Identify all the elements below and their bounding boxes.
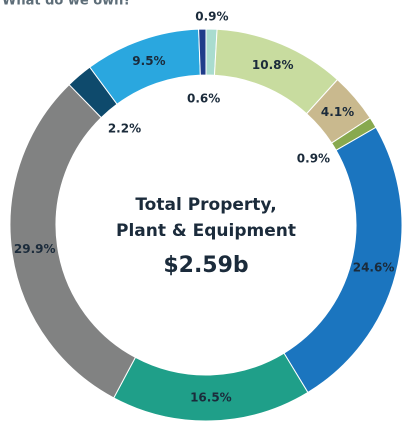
donut-segment	[113, 352, 309, 421]
data-label: 10.8%	[252, 58, 294, 72]
donut-segment	[198, 28, 207, 76]
data-label: 9.5%	[132, 54, 165, 68]
data-label: 4.1%	[321, 105, 354, 119]
data-label: 0.9%	[195, 10, 228, 24]
data-label: 2.2%	[108, 121, 141, 135]
data-label: 24.6%	[353, 261, 395, 275]
center-line: Plant & Equipment	[116, 221, 296, 241]
data-label: 29.9%	[14, 242, 56, 256]
chart-title: What do we own?	[2, 0, 131, 9]
center-value: $2.59b	[163, 253, 248, 278]
data-label: 16.5%	[190, 390, 232, 404]
center-line: Total Property,	[135, 195, 276, 215]
data-label: 0.6%	[187, 92, 220, 106]
data-label: 0.9%	[297, 152, 330, 166]
